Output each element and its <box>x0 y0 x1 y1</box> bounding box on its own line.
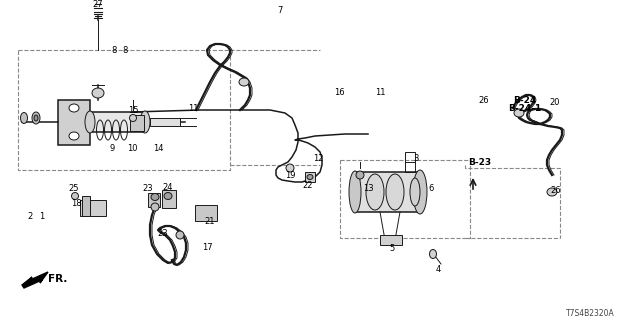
Ellipse shape <box>140 111 150 133</box>
Bar <box>130 115 144 131</box>
Text: 14: 14 <box>153 143 163 153</box>
Text: 10: 10 <box>127 143 137 153</box>
Polygon shape <box>22 272 48 288</box>
Ellipse shape <box>239 78 249 86</box>
Text: 15: 15 <box>128 106 138 115</box>
Text: 17: 17 <box>202 243 212 252</box>
Ellipse shape <box>92 88 104 98</box>
Text: 11: 11 <box>375 87 385 97</box>
Bar <box>162 190 176 208</box>
Ellipse shape <box>514 109 524 117</box>
Bar <box>380 235 402 245</box>
Text: FR.: FR. <box>48 274 68 284</box>
Ellipse shape <box>85 111 95 133</box>
Ellipse shape <box>72 193 79 199</box>
Ellipse shape <box>69 132 79 140</box>
Ellipse shape <box>547 188 557 196</box>
Bar <box>150 118 180 126</box>
Text: 23: 23 <box>157 228 168 237</box>
Ellipse shape <box>151 194 159 201</box>
Bar <box>82 196 90 216</box>
Ellipse shape <box>176 231 184 239</box>
Ellipse shape <box>410 178 420 206</box>
Ellipse shape <box>32 112 40 124</box>
Text: 8: 8 <box>122 45 128 54</box>
Text: 7: 7 <box>277 5 283 14</box>
Text: 27: 27 <box>93 0 103 9</box>
Ellipse shape <box>307 174 313 180</box>
Text: 9: 9 <box>109 143 115 153</box>
Text: 23: 23 <box>143 183 154 193</box>
Text: 22: 22 <box>303 180 313 189</box>
Text: 21: 21 <box>205 217 215 226</box>
Text: 6: 6 <box>428 183 434 193</box>
Bar <box>305 172 315 182</box>
Bar <box>58 100 90 145</box>
Text: 24: 24 <box>163 182 173 191</box>
Text: 11: 11 <box>188 103 198 113</box>
Ellipse shape <box>34 115 38 121</box>
Text: T7S4B2320A: T7S4B2320A <box>566 309 614 318</box>
Ellipse shape <box>20 113 28 124</box>
Text: 25: 25 <box>68 183 79 193</box>
Text: 2: 2 <box>28 212 33 220</box>
Text: 20: 20 <box>550 98 560 107</box>
Text: 12: 12 <box>313 154 323 163</box>
Ellipse shape <box>151 203 159 211</box>
Ellipse shape <box>69 104 79 112</box>
Ellipse shape <box>413 170 427 214</box>
Text: 18: 18 <box>70 198 81 207</box>
Text: 13: 13 <box>363 183 373 193</box>
Text: 8: 8 <box>111 45 116 54</box>
Text: 26: 26 <box>479 95 490 105</box>
Text: 16: 16 <box>333 87 344 97</box>
Ellipse shape <box>356 171 364 179</box>
Ellipse shape <box>429 250 436 259</box>
Bar <box>340 160 470 238</box>
Ellipse shape <box>286 164 294 172</box>
Bar <box>90 112 145 132</box>
Text: B-24-1: B-24-1 <box>508 103 541 113</box>
Text: 26: 26 <box>550 186 561 195</box>
Ellipse shape <box>366 174 384 210</box>
Bar <box>405 152 415 172</box>
Bar <box>18 50 230 170</box>
Ellipse shape <box>386 174 404 210</box>
Ellipse shape <box>349 171 361 213</box>
Text: 4: 4 <box>435 266 440 275</box>
Text: B-24: B-24 <box>513 95 536 105</box>
Ellipse shape <box>129 115 136 122</box>
Text: 19: 19 <box>285 171 295 180</box>
Bar <box>355 172 420 212</box>
Text: B-23: B-23 <box>468 157 492 166</box>
Text: 5: 5 <box>389 244 395 252</box>
Bar <box>80 200 106 216</box>
Text: 3: 3 <box>413 154 419 163</box>
Bar <box>195 205 217 221</box>
Bar <box>148 193 160 207</box>
Text: 1: 1 <box>40 212 45 220</box>
Ellipse shape <box>164 193 172 199</box>
